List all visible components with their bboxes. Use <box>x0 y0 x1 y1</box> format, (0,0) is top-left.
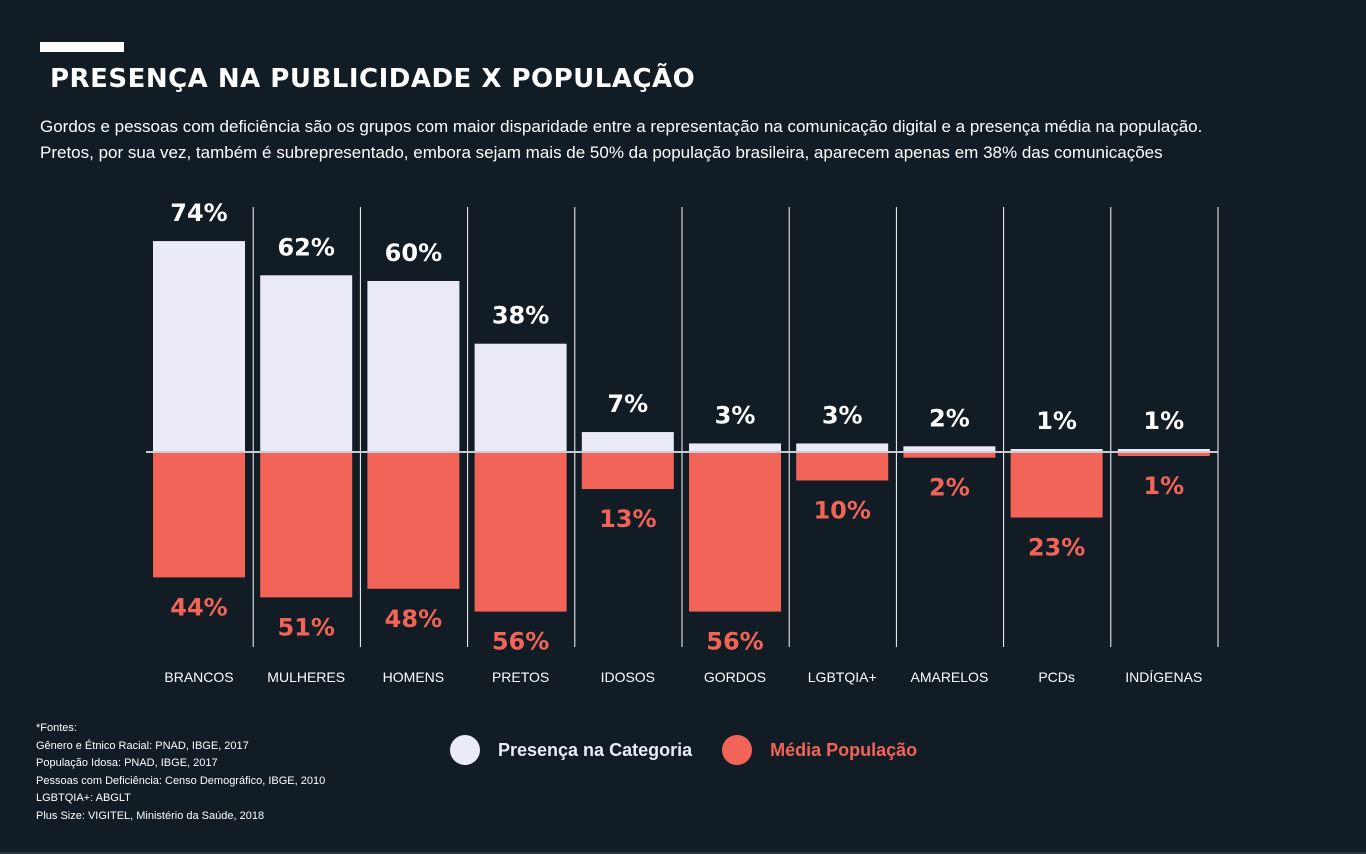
data-label-population: 48% <box>385 605 442 633</box>
data-label-population: 44% <box>170 593 227 621</box>
data-label-presence: 1% <box>1036 407 1077 435</box>
footnote-line: Plus Size: VIGITEL, Ministério da Saúde,… <box>36 809 265 822</box>
bar-presence <box>1117 449 1210 452</box>
bar-population <box>367 452 460 589</box>
bar-presence <box>689 443 781 452</box>
data-label-population: 56% <box>706 628 763 656</box>
category-label: MULHERES <box>267 669 345 685</box>
subtitle-line-1: Gordos e pessoas com deficiência são os … <box>40 117 1203 136</box>
bar-population <box>581 452 674 490</box>
data-label-population: 51% <box>277 613 334 641</box>
bar-population <box>903 452 996 458</box>
legend-item-presence: Presença na Categoria <box>450 735 692 765</box>
bar-presence <box>367 281 460 452</box>
bar-population <box>796 452 889 481</box>
chart-title: PRESENÇA NA PUBLICIDADE X POPULAÇÃO <box>50 64 696 94</box>
bar-presence <box>474 343 567 452</box>
data-label-presence: 38% <box>492 302 549 330</box>
bar-chart: 74% 44% BRANCOS 62% 51% MULHERES 60% 48% HOMENS 3… <box>146 199 1219 685</box>
category-label: GORDOS <box>704 669 766 685</box>
category-label: PRETOS <box>492 669 549 685</box>
footnote-line: População Idosa: PNAD, IBGE, 2017 <box>36 757 218 769</box>
footnote-line: Pessoas com Deficiência: Censo Demográfi… <box>36 774 326 787</box>
data-label-population: 1% <box>1143 472 1184 500</box>
data-label-population: 23% <box>1028 534 1085 562</box>
bar-presence <box>796 443 889 452</box>
legend: Presença na Categoria Média População <box>450 734 947 766</box>
data-label-presence: 74% <box>170 199 227 227</box>
footnote-line: Gênero e Étnico Racial: PNAD, IBGE, 2017 <box>36 739 249 752</box>
category-label: AMARELOS <box>910 669 988 685</box>
data-label-population: 10% <box>813 497 870 525</box>
title-accent-bar <box>40 42 124 52</box>
legend-label-population: Média População <box>770 739 918 760</box>
data-label-population: 2% <box>929 474 970 502</box>
bar-population <box>1010 452 1103 518</box>
bottom-divider <box>0 852 1366 854</box>
bar-population <box>1117 452 1210 456</box>
bar-presence <box>153 241 245 452</box>
bar-population <box>474 452 567 612</box>
data-label-presence: 62% <box>277 233 334 261</box>
bar-presence <box>581 432 674 452</box>
legend-swatch-population <box>722 735 753 765</box>
chart-subtitle: Gordos e pessoas com deficiência são os … <box>40 114 1340 166</box>
category-label: INDÍGENAS <box>1125 669 1202 685</box>
bar-presence <box>260 275 353 452</box>
data-label-population: 13% <box>599 505 656 533</box>
bar-presence <box>1010 449 1103 452</box>
bar-presence <box>903 446 996 452</box>
data-label-presence: 3% <box>715 401 756 429</box>
legend-label-presence: Presença na Categoria <box>498 739 693 760</box>
category-label: IDOSOS <box>601 669 655 685</box>
category-label: BRANCOS <box>164 669 233 685</box>
bar-population <box>689 452 781 612</box>
data-label-population: 56% <box>492 628 549 656</box>
data-label-presence: 2% <box>929 404 970 432</box>
footnote-line: *Fontes: <box>36 722 77 734</box>
legend-swatch-presence <box>450 735 480 765</box>
footnotes: *Fontes: Gênero e Étnico Racial: PNAD, I… <box>36 720 325 825</box>
data-label-presence: 7% <box>607 390 648 418</box>
data-label-presence: 3% <box>822 401 863 429</box>
data-label-presence: 60% <box>385 239 442 267</box>
bar-population <box>153 452 245 578</box>
category-label: LGBTQIA+ <box>808 669 877 685</box>
subtitle-line-2: Pretos, por sua vez, também é subreprese… <box>40 143 1163 162</box>
legend-item-population: Média População <box>722 735 917 765</box>
category-label: PCDs <box>1038 669 1075 685</box>
footnote-line: LGBTQIA+: ABGLT <box>36 792 131 804</box>
bar-population <box>260 452 353 598</box>
data-label-presence: 1% <box>1143 407 1184 435</box>
category-label: HOMENS <box>383 669 444 685</box>
